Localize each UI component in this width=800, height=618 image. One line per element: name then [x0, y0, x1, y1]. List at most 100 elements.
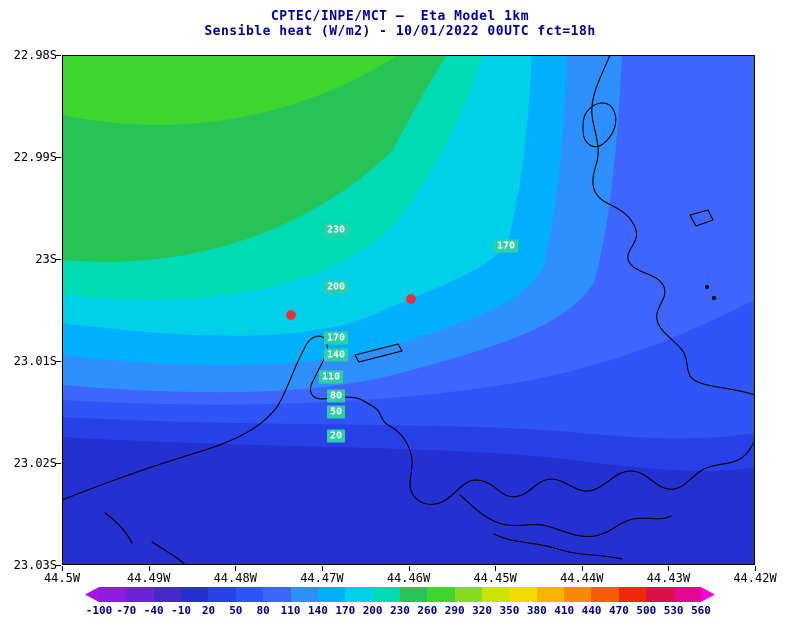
y-axis-tick-label: 23S: [35, 252, 57, 266]
colorbar-segment: [345, 587, 373, 602]
y-axis-tick-label: 22.98S: [13, 48, 57, 62]
coastline: [591, 55, 755, 396]
map-canvas: [62, 55, 755, 565]
y-axis-tick: [56, 259, 61, 260]
colorbar-tick-label: 410: [554, 604, 575, 617]
coastline: [582, 102, 617, 148]
x-axis-tick-label: 44.46W: [386, 571, 431, 585]
band-260-290: [62, 55, 398, 125]
colorbar-labels: -100 -70 -40 -10 20 50 80 110 140 170 200 230 260 290…: [85, 604, 725, 618]
islet: [705, 285, 709, 289]
colorbar-tick-label: 50: [229, 604, 243, 617]
colorbar-tick-label: 80: [256, 604, 270, 617]
y-axis-tick-label: 23.03S: [13, 558, 57, 572]
x-axis-tick-label: 44.44W: [560, 571, 604, 585]
colorbar-segment: [591, 587, 619, 602]
x-axis-tick-label: 44.43W: [646, 571, 691, 585]
colorbar-segment: [564, 587, 592, 602]
colorbar-segment: [536, 587, 565, 602]
colorbar-segment: [181, 587, 209, 602]
contour-label: 170: [323, 331, 349, 345]
colorbar-tick-label: 440: [581, 604, 602, 617]
colorbar-tick-label: -100: [85, 604, 113, 617]
colorbar-tick-label: 230: [390, 604, 410, 617]
colorbar-tick-label: 350: [499, 604, 520, 617]
chart-title: CPTEC/INPE/MCT — Eta Model 1km: [270, 9, 530, 24]
contour-label: 110: [318, 370, 344, 384]
x-axis-tick: [408, 566, 410, 571]
contour-label: 200: [323, 280, 349, 294]
colorbar-tick-label: 530: [663, 604, 684, 617]
colorbar-tick-label: 260: [417, 604, 438, 617]
colorbar-tick-label: 380: [526, 604, 547, 617]
coastline: [151, 541, 187, 565]
coastline: [459, 494, 672, 538]
colorbar-segment: [372, 587, 400, 602]
colorbar-segment: [427, 587, 455, 602]
x-axis-tick: [495, 566, 497, 571]
x-axis-tick-label: 44.49W: [126, 571, 171, 585]
x-axis-tick-label: 44.48W: [213, 571, 257, 585]
station-marker: [286, 310, 296, 320]
x-axis-tick-label: 44.42W: [733, 571, 777, 585]
chart-subtitle: Sensible heat (W/m2) - 10/01/2022 00UTC …: [204, 24, 596, 39]
colorbar-tick-label: 200: [362, 604, 383, 617]
contour-label: 230: [323, 223, 349, 237]
colorbar-tick-label: 320: [472, 604, 493, 617]
contour-label: 170: [493, 239, 519, 253]
colorbar-segment: [673, 587, 701, 602]
colorbar-tick-label: -70: [116, 604, 137, 617]
colorbar-segment: [126, 587, 154, 602]
colorbar: [85, 587, 715, 602]
y-axis-tick: [56, 463, 61, 464]
colorbar-tick-label: 500: [636, 604, 657, 617]
colorbar-segment: [208, 587, 236, 602]
x-axis-tick: [668, 566, 670, 571]
y-axis-tick: [56, 157, 61, 158]
colorbar-segment: [646, 587, 674, 602]
y-axis-tick-label: 23.02S: [13, 456, 57, 470]
colorbar-segment: [153, 587, 182, 602]
colorbar-arrow-left: [85, 587, 99, 602]
colorbar-segment: [618, 587, 647, 602]
coastline: [689, 209, 714, 227]
contour-label: 20: [326, 429, 346, 443]
colorbar-tick-label: 290: [444, 604, 465, 617]
x-axis-tick-label: 44.5W: [43, 571, 81, 585]
y-axis-tick-label: 22.99S: [13, 150, 57, 164]
contour-label: 140: [323, 348, 349, 362]
y-axis-tick-label: 23.01S: [13, 354, 57, 368]
coastline: [354, 343, 403, 363]
x-axis-tick: [755, 566, 756, 571]
colorbar-tick-label: 170: [335, 604, 356, 617]
colorbar-segment: [399, 587, 428, 602]
colorbar-segment: [263, 587, 291, 602]
colorbar-tick-label: 140: [307, 604, 328, 617]
y-axis-tick: [56, 55, 61, 56]
plot-area: 230 170 200 170 140 110 80 50 20: [62, 55, 755, 565]
x-axis-tick: [62, 566, 63, 571]
colorbar-segment: [290, 587, 318, 602]
colorbar-segment: [509, 587, 537, 602]
colorbar-tick-label: -10: [171, 604, 192, 617]
colorbar-tick-label: 110: [280, 604, 301, 617]
colorbar-arrow-right: [700, 587, 715, 602]
x-axis-tick: [148, 566, 150, 571]
colorbar-tick-label: 470: [608, 604, 629, 617]
islet: [712, 296, 716, 300]
x-axis-tick: [321, 566, 323, 571]
colorbar-segment: [99, 587, 127, 602]
contour-label: 80: [326, 389, 346, 403]
coastline: [493, 533, 623, 560]
x-axis-tick: [235, 566, 237, 571]
x-axis-tick: [581, 566, 583, 571]
colorbar-segment: [317, 587, 346, 602]
colorbar-tick-label: -40: [143, 604, 164, 617]
band--10-20: [62, 437, 755, 565]
colorbar-segment: [482, 587, 510, 602]
coastline: [62, 335, 755, 505]
colorbar-segment: [235, 587, 264, 602]
station-marker: [406, 294, 416, 304]
colorbar-segment: [454, 587, 483, 602]
